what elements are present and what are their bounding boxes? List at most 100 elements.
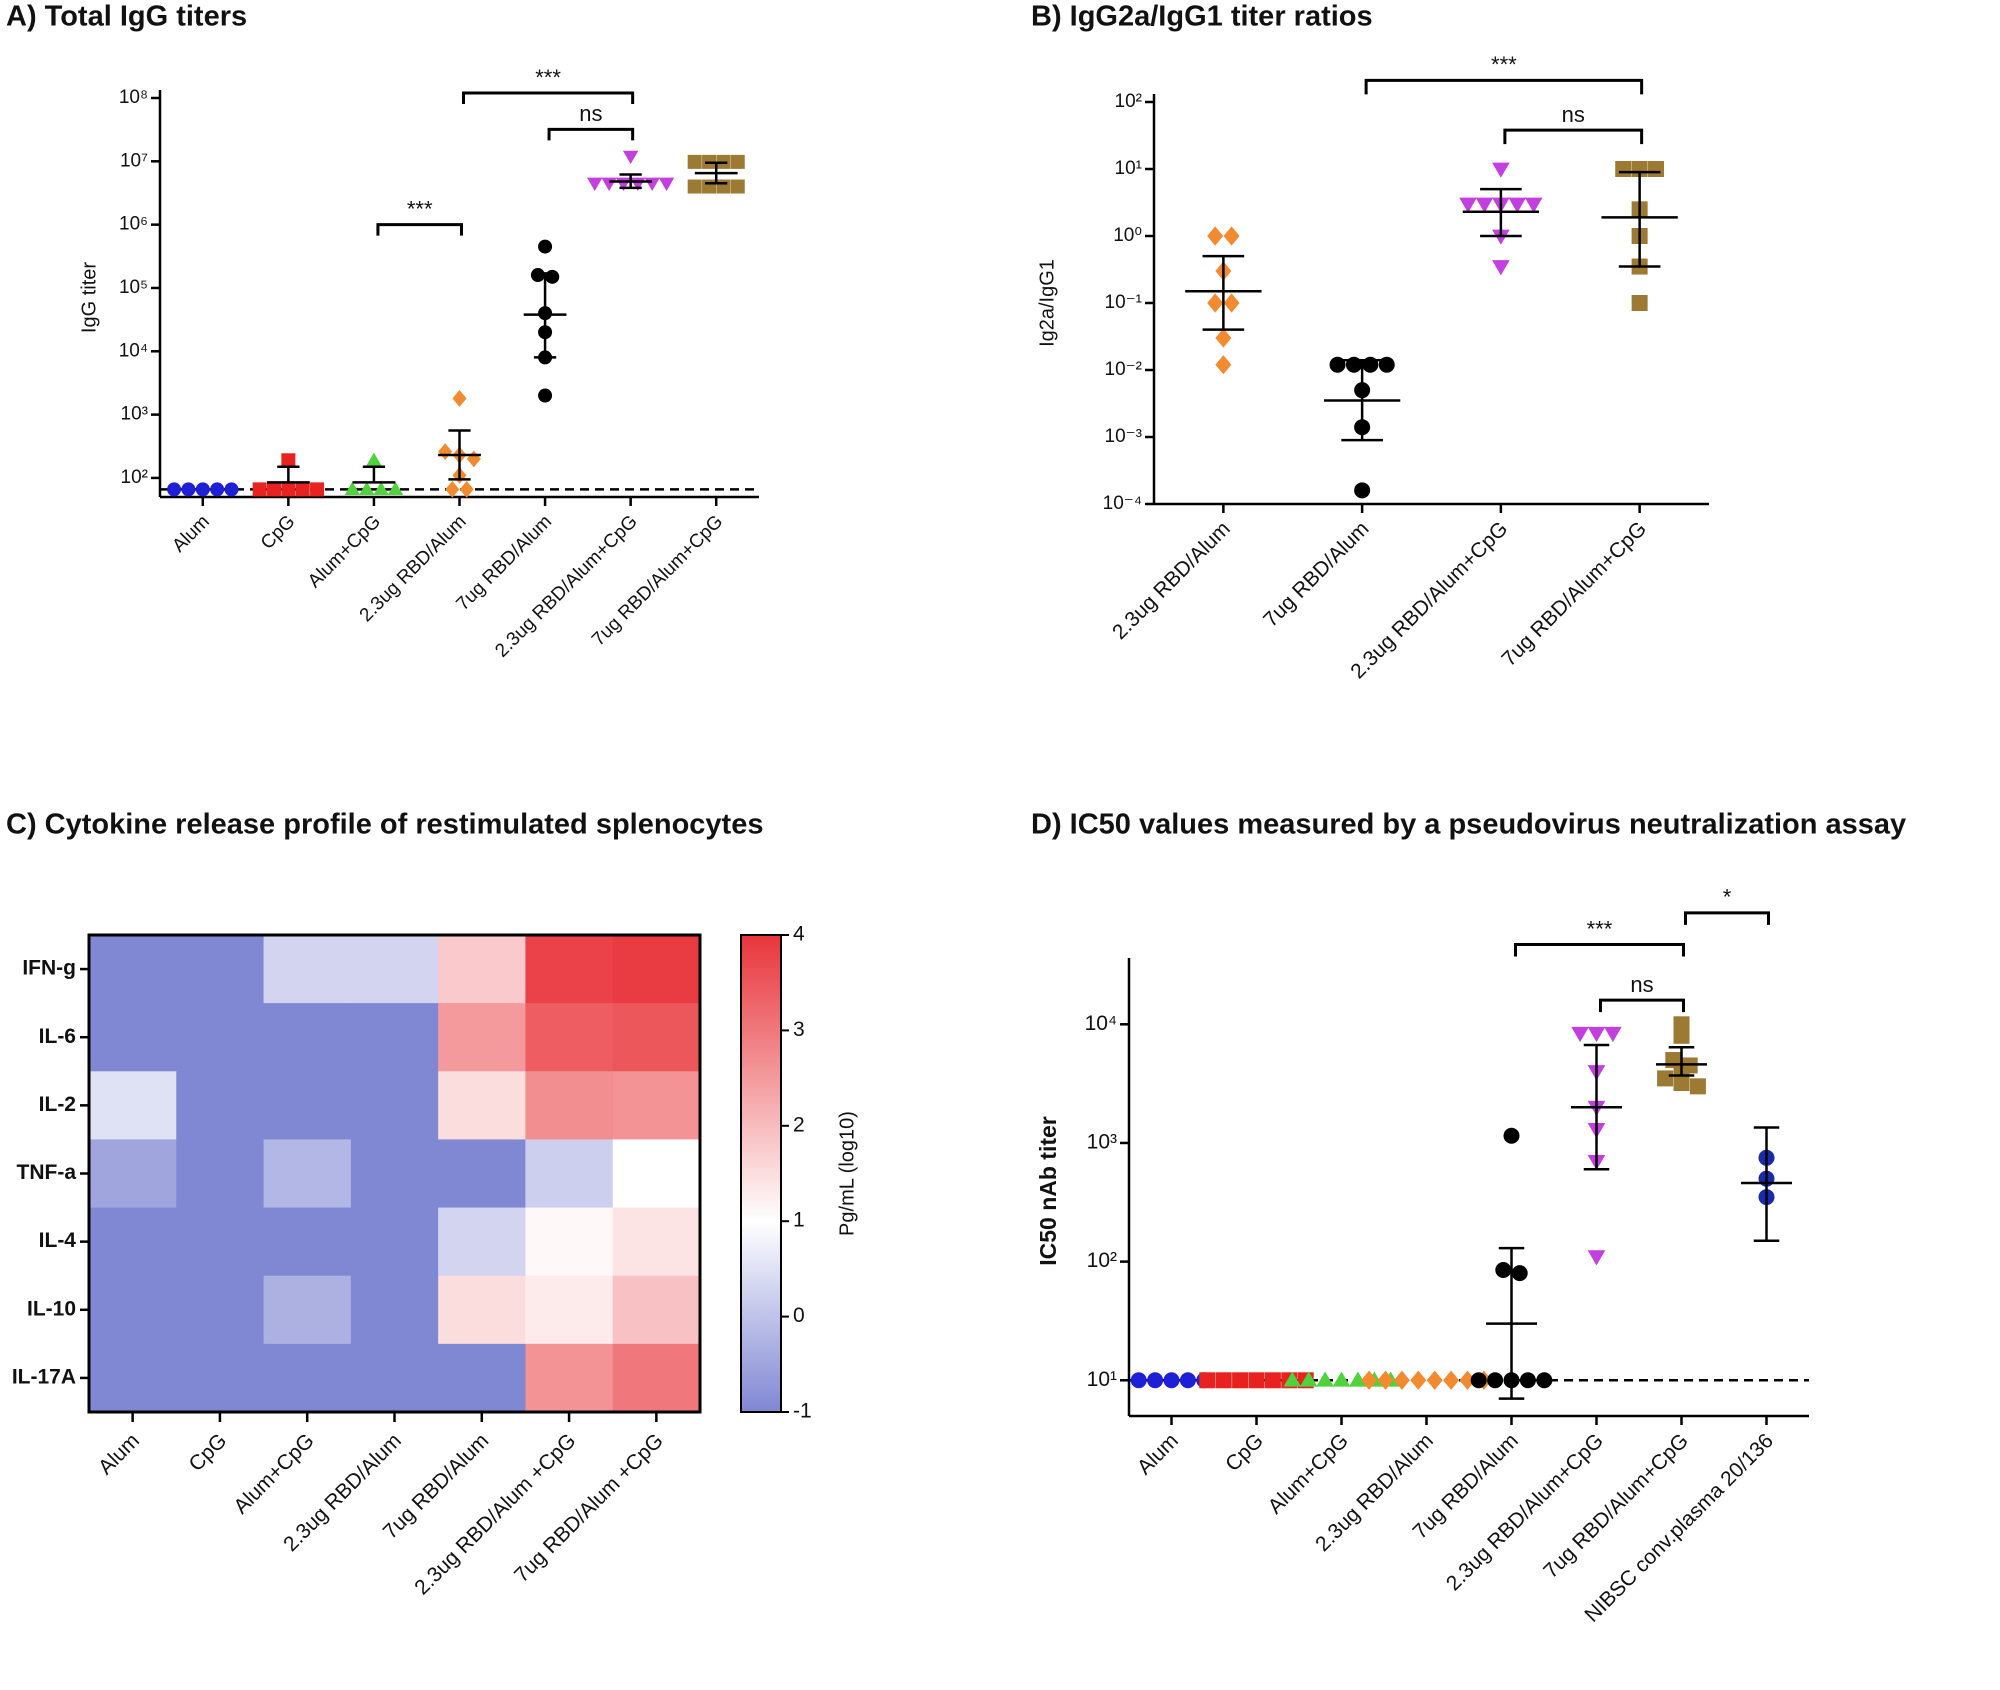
data-point [344, 481, 361, 495]
data-point [1179, 1372, 1196, 1389]
data-point [459, 480, 474, 498]
data-point [1232, 1372, 1249, 1389]
heatmap-cell [438, 1139, 526, 1209]
data-point [1495, 1261, 1512, 1278]
data-point [1215, 1372, 1232, 1389]
heatmap-cell [176, 1139, 265, 1209]
data-point [1519, 1372, 1536, 1389]
data-point [1215, 328, 1232, 348]
data-point [1332, 1371, 1351, 1387]
data-point [1248, 1372, 1265, 1389]
significance-label: ns [1630, 972, 1653, 997]
x-tick-label: 2.3ug RBD/Alum [1108, 517, 1235, 644]
colorbar-label: Pg/mL (log10) [836, 1111, 858, 1236]
heatmap-cell [350, 935, 439, 1004]
colorbar-tick-label: 3 [793, 1018, 805, 1041]
data-point [281, 453, 296, 468]
colorbar-tick-label: 1 [793, 1209, 805, 1232]
data-point [1657, 1070, 1674, 1087]
data-point [730, 179, 745, 194]
data-point [1147, 1372, 1164, 1389]
x-tick-label: Alum+CpG [1264, 1429, 1353, 1518]
data-point [1443, 1370, 1460, 1390]
heatmap-cell [176, 1275, 265, 1345]
heatmap-cell [438, 1343, 526, 1413]
y-tick-label: 10⁵ [119, 277, 148, 298]
significance-bracket [462, 91, 635, 104]
x-tick-label: Alum+CpG [229, 1429, 318, 1518]
heatmap-cell [525, 1003, 614, 1072]
y-tick-label: 10² [1087, 1249, 1117, 1272]
data-point [538, 388, 553, 403]
x-tick-label: Alum+CpG [304, 511, 385, 592]
data-point [1163, 1372, 1180, 1389]
y-axis-label: Ig2a/IgG1 [1036, 259, 1058, 347]
colorbar [740, 934, 782, 1413]
heatmap-cell [525, 1207, 614, 1277]
data-point [1459, 197, 1477, 213]
significance-label: *** [535, 65, 561, 90]
significance-bracket [1364, 78, 1644, 95]
data-point [545, 269, 560, 284]
data-point [167, 482, 182, 497]
heatmap-cell [263, 935, 352, 1004]
data-point [702, 179, 717, 194]
data-point [1648, 161, 1665, 177]
data-point [1215, 355, 1232, 375]
panel-title: D) IC50 values measured by a pseudovirus… [1031, 809, 1906, 841]
heatmap-cell [612, 1275, 701, 1345]
panel-title: B) IgG2a/IgG1 titer ratios [1031, 1, 1373, 33]
data-point [1377, 1370, 1394, 1390]
heatmap-cell [176, 935, 265, 1004]
data-point [1207, 293, 1224, 313]
row-label: IL-10 [27, 1297, 76, 1320]
heatmap-cell [89, 935, 177, 1004]
data-point [181, 482, 196, 497]
y-axis-label: IgG titer [78, 262, 100, 333]
y-tick-label: 10² [1115, 91, 1142, 112]
y-tick-label: 10⁴ [1085, 1012, 1117, 1035]
data-point [1199, 1372, 1216, 1389]
colorbar-tick-label: 4 [793, 923, 805, 946]
heatmap-cell [263, 1003, 352, 1072]
heatmap-cell [263, 1275, 352, 1345]
colorbar-tick-label: 2 [793, 1113, 805, 1136]
data-point [210, 482, 225, 497]
data-point [716, 179, 731, 194]
data-point [1587, 1026, 1606, 1043]
data-point [310, 482, 325, 497]
panel-title: C) Cytokine release profile of restimula… [6, 809, 763, 841]
data-point [1207, 226, 1224, 246]
data-point [687, 179, 702, 194]
data-point [644, 177, 660, 191]
data-point [1587, 1250, 1606, 1266]
y-tick-label: 10⁻³ [1105, 426, 1143, 447]
heatmap-cell [176, 1343, 265, 1413]
data-point [1631, 295, 1648, 311]
significance-bracket [1514, 943, 1685, 957]
data-point [1492, 162, 1510, 178]
data-point [366, 452, 382, 466]
x-tick-label: CpG [257, 511, 299, 553]
heatmap-cell [89, 1275, 177, 1345]
row-label: IL-4 [39, 1229, 77, 1252]
row-label: TNF-a [17, 1161, 77, 1184]
heatmap-cell [438, 1275, 526, 1345]
data-point [1511, 1265, 1528, 1282]
data-point [359, 481, 375, 495]
data-point [1508, 197, 1527, 213]
data-point [1459, 1370, 1476, 1390]
heatmap-cell [89, 1003, 177, 1072]
data-point [295, 482, 310, 497]
y-tick-label: 10⁻¹ [1105, 292, 1143, 313]
heatmap-cell [263, 1071, 352, 1140]
heatmap-cell [176, 1003, 265, 1072]
y-tick-label: 10² [121, 467, 148, 488]
x-tick-label: Alum [168, 511, 213, 556]
x-tick-label: Alum [1133, 1429, 1183, 1479]
data-point [1503, 1127, 1520, 1144]
significance-bracket [1503, 128, 1644, 145]
x-tick-label: 2.3ug RBD/Alum +CpG [410, 1429, 580, 1599]
y-tick-label: 10¹ [1087, 1368, 1117, 1391]
